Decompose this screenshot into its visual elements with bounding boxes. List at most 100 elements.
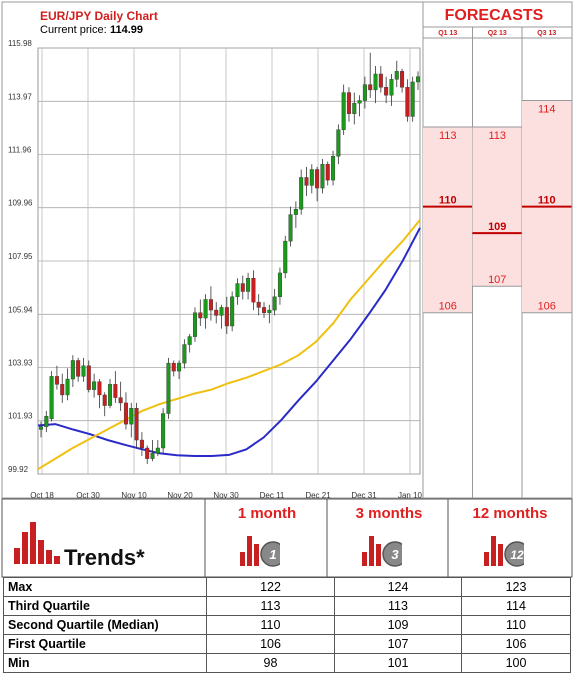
forecast-median-value: 109 xyxy=(488,221,506,233)
candle xyxy=(315,166,320,202)
stats-table: Max 122 124 123 Third Quartile 113 113 1… xyxy=(3,577,571,673)
candle xyxy=(123,392,128,430)
candle xyxy=(394,60,399,88)
forecast-quarter-label: Q3 13 xyxy=(537,30,556,37)
table-row: Second Quartile (Median) 110 109 110 xyxy=(3,615,571,635)
candle xyxy=(39,421,44,438)
period-3-months-icon: 3 xyxy=(362,536,402,567)
x-tick-label: Dec 31 xyxy=(351,491,377,500)
candle xyxy=(150,440,155,462)
forecast-range-box xyxy=(423,127,473,313)
candle xyxy=(288,206,293,247)
y-tick-label: 101.93 xyxy=(8,412,33,421)
candle xyxy=(293,201,298,228)
value-3-months: 109 xyxy=(334,615,462,635)
candle xyxy=(320,158,325,194)
row-label: First Quartile xyxy=(3,634,207,654)
candle xyxy=(81,357,86,382)
candle xyxy=(145,445,150,464)
candle xyxy=(256,294,261,316)
candle xyxy=(262,302,267,319)
value-3-months: 107 xyxy=(334,634,462,654)
forecast-quarter-label: Q2 13 xyxy=(488,30,507,37)
candle xyxy=(283,235,288,279)
value-3-months: 124 xyxy=(334,577,462,597)
chart-grid xyxy=(37,47,421,475)
candle xyxy=(177,360,182,380)
forecast-q1-value: 107 xyxy=(488,274,506,286)
table-row: Min 98 101 100 xyxy=(3,653,571,673)
forecast-median-value: 110 xyxy=(439,195,457,207)
y-tick-label: 107.95 xyxy=(8,252,33,261)
candle xyxy=(92,373,97,398)
y-tick-label: 115.98 xyxy=(8,39,32,48)
value-1-month: 106 xyxy=(206,634,335,654)
value-12-months: 114 xyxy=(461,596,571,616)
table-row: First Quartile 106 107 106 xyxy=(3,634,571,654)
candle xyxy=(235,278,240,305)
candle xyxy=(54,365,59,390)
y-tick-label: 111.96 xyxy=(8,146,32,155)
period-1-month-badge: 1 xyxy=(269,547,276,562)
forecast-q1-value: 106 xyxy=(439,301,457,313)
moving-averages xyxy=(37,219,421,471)
candle xyxy=(389,73,394,106)
x-tick-label: Nov 10 xyxy=(121,491,147,500)
x-tick-label: Nov 20 xyxy=(167,491,193,500)
candle xyxy=(49,371,54,422)
period-3-months-badge: 3 xyxy=(391,547,399,562)
candle xyxy=(134,402,139,449)
row-label: Min xyxy=(3,653,207,673)
candle xyxy=(187,333,192,353)
candle xyxy=(230,291,235,332)
candle xyxy=(341,84,346,136)
period-12-months-icon: 12 xyxy=(484,536,524,567)
period-1-month-icon: 1 xyxy=(240,536,280,567)
x-tick-label: Dec 21 xyxy=(305,491,331,500)
value-3-months: 113 xyxy=(334,596,462,616)
row-label: Max xyxy=(3,577,207,597)
candle xyxy=(267,304,272,324)
candle xyxy=(70,355,75,387)
candle xyxy=(198,299,203,326)
x-tick-label: Nov 30 xyxy=(213,491,239,500)
candle xyxy=(384,76,389,104)
current-price-label: Current price: xyxy=(40,24,107,36)
candle xyxy=(410,76,415,122)
candle xyxy=(113,371,118,403)
period-12-months-badge: 12 xyxy=(510,548,524,562)
candle xyxy=(304,166,309,197)
y-tick-label: 105.94 xyxy=(8,305,33,314)
candle xyxy=(325,161,330,186)
candle xyxy=(171,360,176,377)
candle xyxy=(331,150,336,186)
value-12-months: 123 xyxy=(461,577,571,597)
candle xyxy=(44,410,49,433)
x-tick-label: Dec 11 xyxy=(260,491,285,500)
value-12-months: 110 xyxy=(461,615,571,635)
forecast-q3-value: 113 xyxy=(488,130,506,142)
candle xyxy=(373,66,378,104)
candle xyxy=(240,275,245,300)
value-1-month: 113 xyxy=(206,596,335,616)
candle xyxy=(346,87,351,122)
candle xyxy=(118,381,123,411)
forecast-range-box xyxy=(472,127,522,287)
candle xyxy=(97,379,102,409)
value-12-months: 100 xyxy=(461,653,571,673)
candle xyxy=(76,357,81,382)
candle xyxy=(272,288,277,316)
y-tick-label: 99.92 xyxy=(8,465,29,474)
period-1-month-label: 1 month xyxy=(237,505,297,522)
candle xyxy=(309,164,314,194)
candle xyxy=(139,432,144,456)
forecast-median-value: 110 xyxy=(538,195,556,207)
candle xyxy=(203,294,208,329)
candle xyxy=(362,76,367,109)
forecast-q1-value: 106 xyxy=(538,301,556,313)
candle xyxy=(299,169,304,215)
candle xyxy=(219,304,224,329)
value-1-month: 122 xyxy=(206,577,335,597)
x-tick-label: Oct 18 xyxy=(30,491,54,500)
y-tick-label: 113.97 xyxy=(8,92,32,101)
